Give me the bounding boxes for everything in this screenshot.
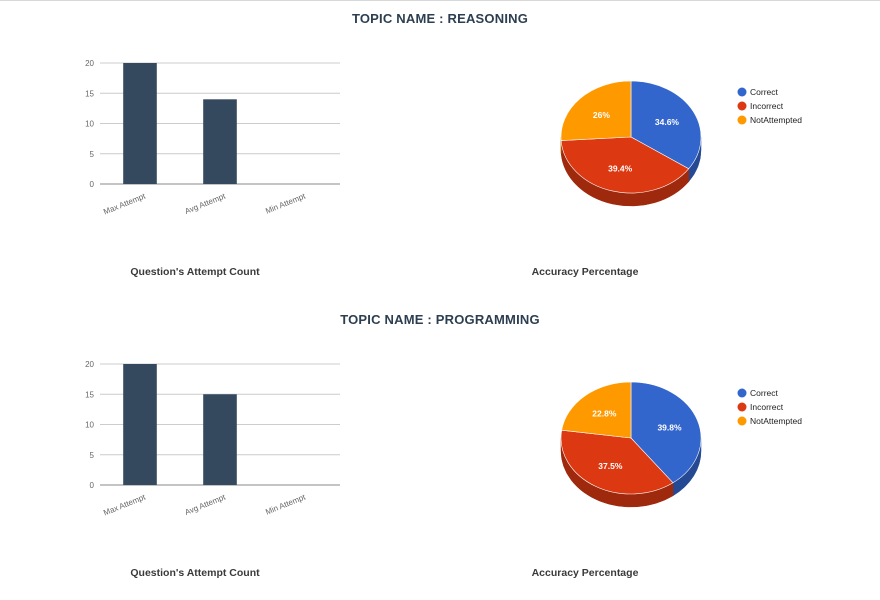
y-tick-label: 5 <box>90 451 95 460</box>
legend-label-notattempted: NotAttempted <box>750 115 802 125</box>
pie-value-label: 26% <box>593 110 610 120</box>
y-tick-label: 0 <box>90 481 95 490</box>
legend-label-incorrect: Incorrect <box>750 402 784 412</box>
legend-marker-incorrect <box>737 402 747 412</box>
legend-marker-notattempted <box>737 115 747 125</box>
topic-title-programming: TOPIC NAME : PROGRAMMING <box>340 312 540 327</box>
pie-value-label: 37.5% <box>598 461 623 471</box>
y-tick-label: 5 <box>90 150 95 159</box>
legend-marker-correct <box>737 87 747 97</box>
legend-label-correct: Correct <box>750 87 779 97</box>
pie-slice-correct <box>630 80 702 170</box>
bar-max-attempt <box>123 63 157 184</box>
y-tick-label: 0 <box>90 180 95 189</box>
pie-value-label: 34.6% <box>655 117 680 127</box>
bar-chart-reasoning: 0 5 10 15 20 Max Attempt Avg Attempt Min Attemp… <box>85 59 340 217</box>
bar-avg-attempt <box>203 99 237 184</box>
legend-marker-incorrect <box>737 101 747 111</box>
topic-title-reasoning: TOPIC NAME : REASONING <box>351 11 529 26</box>
pie-caption-programming: Accuracy Percentage <box>531 567 639 579</box>
bar-max-attempt <box>123 364 157 485</box>
pie-value-label: 22.8% <box>592 408 617 418</box>
bar-caption-reasoning: Question's Attempt Count <box>130 266 260 278</box>
y-tick-label: 15 <box>85 89 94 98</box>
pie-chart-reasoning: 34.6% 39.4% 26% Correct Incorrect NotAttempte… <box>560 80 802 207</box>
x-tick-label: Max Attempt <box>102 492 147 517</box>
pie-slice-incorrect <box>560 429 674 495</box>
pie-slice-notattempted <box>561 381 632 439</box>
pie-caption-reasoning: Accuracy Percentage <box>531 266 639 278</box>
pie-chart-programming: 39.8% 37.5% 22.8% Correct Incorrect NotAttemp… <box>560 381 802 508</box>
y-tick-label: 15 <box>85 390 94 399</box>
pie-value-label: 39.8% <box>657 423 682 433</box>
y-tick-label: 10 <box>85 421 94 430</box>
pie-slice-notattempted <box>560 80 632 141</box>
bar-avg-attempt <box>203 394 237 485</box>
legend-label-correct: Correct <box>750 388 779 398</box>
pie-value-label: 39.4% <box>608 163 633 173</box>
pie-slice-correct <box>630 381 702 484</box>
legend-label-notattempted: NotAttempted <box>750 416 802 426</box>
legend-marker-correct <box>737 388 747 398</box>
x-tick-label: Max Attempt <box>102 191 147 216</box>
y-tick-label: 20 <box>85 360 94 369</box>
x-tick-label: Avg Attempt <box>184 191 228 216</box>
bar-caption-programming: Question's Attempt Count <box>130 567 260 579</box>
y-tick-label: 10 <box>85 120 94 129</box>
pie-slice-incorrect <box>560 136 690 194</box>
x-tick-label: Min Attempt <box>264 191 307 215</box>
legend-marker-notattempted <box>737 416 747 426</box>
x-tick-label: Avg Attempt <box>184 492 228 517</box>
x-tick-label: Min Attempt <box>264 492 307 516</box>
bar-chart-programming: 0 5 10 15 20 Max Attempt Avg Attempt Min Attemp… <box>85 360 340 518</box>
y-tick-label: 20 <box>85 59 94 68</box>
legend-label-incorrect: Incorrect <box>750 101 784 111</box>
